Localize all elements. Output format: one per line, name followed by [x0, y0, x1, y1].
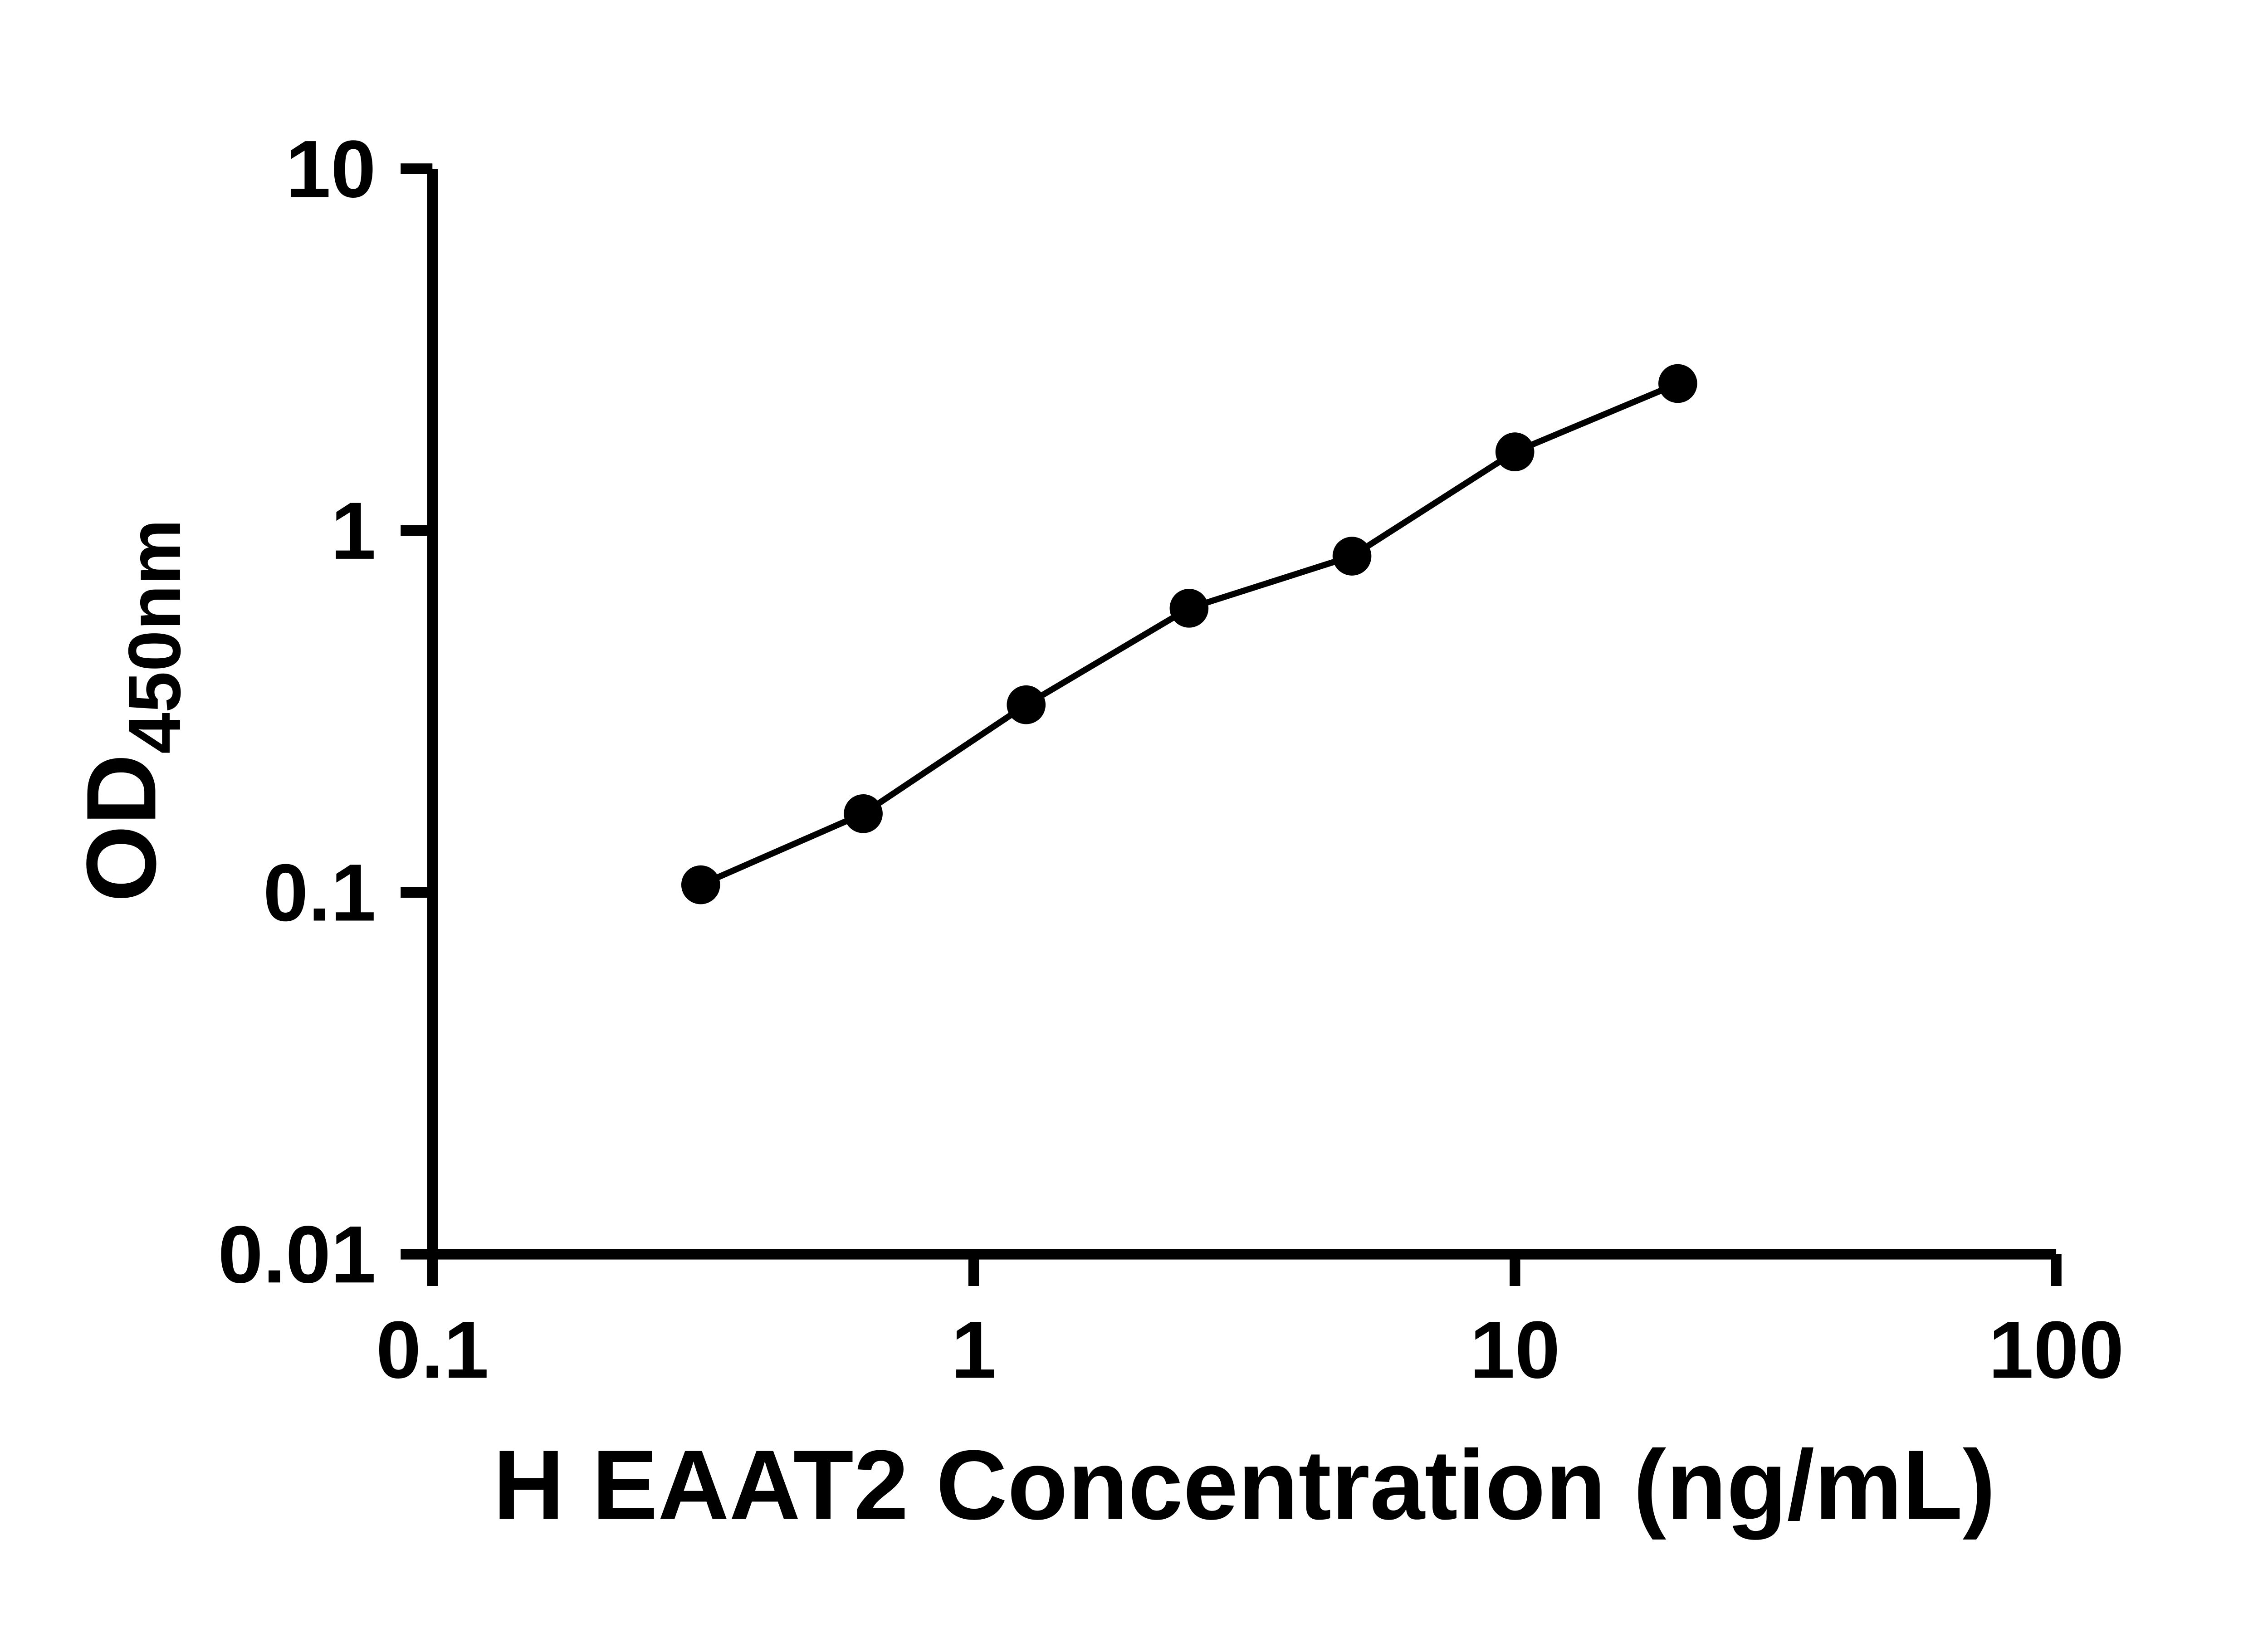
x-axis-title: H EAAT2 Concentration (ng/mL) — [493, 1430, 1995, 1540]
data-point — [681, 865, 720, 905]
y-tick-label: 10 — [286, 123, 376, 214]
x-tick-label: 10 — [1470, 1304, 1560, 1395]
data-point — [1007, 685, 1046, 724]
y-tick-label: 0.01 — [218, 1209, 376, 1300]
x-tick-label: 1 — [951, 1304, 997, 1395]
series-layer — [681, 364, 1697, 905]
y-axis-title: OD450nm — [66, 519, 196, 902]
data-point — [1332, 537, 1372, 576]
y-tick-label: 0.1 — [263, 847, 376, 938]
x-tick-label: 100 — [1989, 1304, 2124, 1395]
data-point — [1658, 364, 1697, 403]
data-point — [1169, 589, 1209, 628]
y-axis-title-subscript: 450nm — [113, 519, 196, 754]
data-point — [1495, 432, 1535, 471]
axis-line — [427, 168, 2057, 1260]
x-tick-label: 0.1 — [376, 1304, 489, 1395]
y-tick-label: 1 — [331, 485, 376, 576]
data-point — [844, 794, 883, 833]
y-axis-title-main: OD — [66, 754, 176, 902]
